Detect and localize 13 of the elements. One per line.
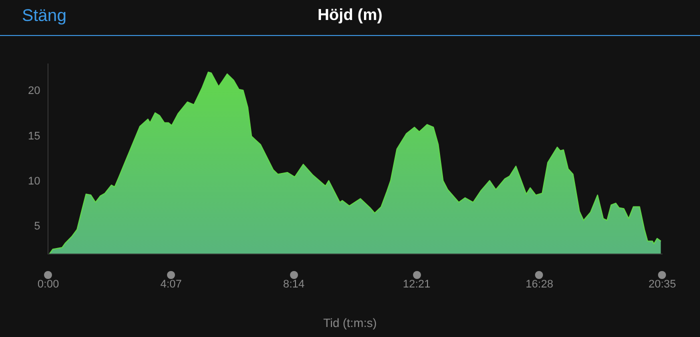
y-tick-label: 15 bbox=[28, 130, 40, 142]
x-tick-label: 12:21 bbox=[402, 278, 430, 290]
x-axis-title: Tid (t:m:s) bbox=[322, 316, 378, 330]
x-tick-label: 8:14 bbox=[283, 278, 305, 290]
y-tick-label: 20 bbox=[28, 85, 40, 98]
x-tick-label: 0:00 bbox=[38, 278, 59, 290]
x-tick-label: 16:28 bbox=[526, 278, 554, 290]
y-tick-label: 5 bbox=[34, 220, 40, 233]
y-tick-label: 10 bbox=[28, 176, 40, 188]
text: Stäng bbox=[22, 6, 66, 26]
chart-title: Höjd (m) bbox=[318, 7, 382, 24]
x-tick-label: 4:07 bbox=[160, 278, 182, 290]
x-tick-label: 20:35 bbox=[648, 278, 676, 290]
